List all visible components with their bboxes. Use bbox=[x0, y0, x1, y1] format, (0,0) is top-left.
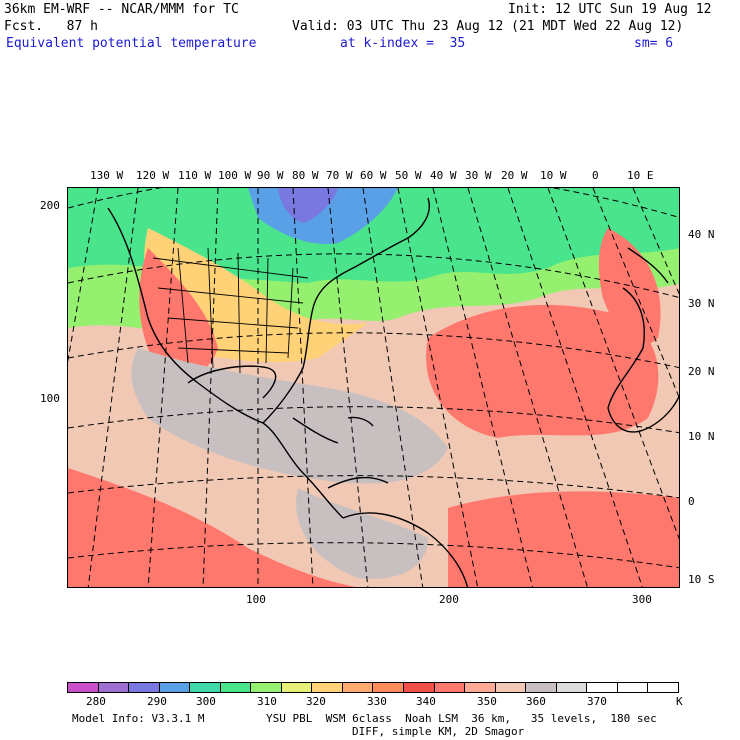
colorbar bbox=[67, 682, 679, 693]
colorbar-label: 300 bbox=[196, 695, 216, 708]
colorbar-label: 350 bbox=[477, 695, 497, 708]
colorbar-swatch bbox=[220, 683, 252, 692]
smoothing-info: sm= 6 bbox=[634, 36, 674, 51]
colorbar-swatch bbox=[251, 683, 282, 692]
colorbar-label: 290 bbox=[147, 695, 167, 708]
lon-label: 100 W bbox=[218, 169, 252, 182]
init-time: Init: 12 UTC Sun 19 Aug 12 bbox=[508, 2, 712, 17]
lon-label: 90 W bbox=[257, 169, 284, 182]
forecast-hour: Fcst. 87 h bbox=[4, 19, 98, 34]
lon-label: 30 W bbox=[465, 169, 492, 182]
state-borders bbox=[152, 247, 309, 374]
physics-info: YSU PBL WSM 6class Noah LSM 36 km, 35 le… bbox=[266, 712, 657, 725]
field-warm-south bbox=[448, 491, 679, 587]
colorbar-swatch bbox=[495, 683, 527, 692]
grid-label-bottom: 300 bbox=[632, 593, 652, 606]
colorbar-swatch bbox=[648, 683, 678, 692]
colorbar-label: 370 bbox=[587, 695, 607, 708]
model-title: 36km EM-WRF -- NCAR/MMM for TC bbox=[4, 2, 239, 17]
diffusion-info: DIFF, simple KM, 2D Smagor bbox=[352, 725, 525, 738]
colorbar-swatch bbox=[190, 683, 221, 692]
colorbar-label: 310 bbox=[257, 695, 277, 708]
field-warm-iberia bbox=[598, 228, 661, 345]
lon-label: 70 W bbox=[326, 169, 353, 182]
valid-time: Valid: 03 UTC Thu 23 Aug 12 (21 MDT Wed … bbox=[292, 19, 684, 34]
colorbar-swatch bbox=[312, 683, 343, 692]
lon-label: 10 W bbox=[540, 169, 567, 182]
colorbar-swatch bbox=[281, 683, 313, 692]
lon-label: 10 E bbox=[627, 169, 654, 182]
grid-label-bottom: 200 bbox=[439, 593, 459, 606]
model-info: Model Info: V3.3.1 M bbox=[72, 712, 205, 725]
theta-e-map bbox=[67, 187, 680, 588]
colorbar-swatch bbox=[68, 683, 99, 692]
field-warm-west bbox=[139, 248, 218, 379]
colorbar-label: 360 bbox=[526, 695, 546, 708]
level-info: at k-index = 35 bbox=[340, 36, 466, 51]
lat-label: 30 N bbox=[688, 297, 715, 310]
lat-label: 10 S bbox=[688, 573, 715, 586]
lat-label: 40 N bbox=[688, 228, 715, 241]
colorbar-swatch bbox=[98, 683, 130, 692]
field-warm-atlantic bbox=[426, 304, 659, 438]
field-cold-core bbox=[278, 188, 338, 223]
graticule bbox=[68, 188, 679, 587]
colorbar-label: 280 bbox=[86, 695, 106, 708]
lon-label: 60 W bbox=[360, 169, 387, 182]
colorbar-label: 340 bbox=[416, 695, 436, 708]
lat-label: 20 N bbox=[688, 365, 715, 378]
colorbar-swatch bbox=[404, 683, 435, 692]
colorbar-swatch bbox=[434, 683, 466, 692]
lon-label: 110 W bbox=[178, 169, 212, 182]
grid-label-left: 200 bbox=[40, 199, 60, 212]
lon-label: 80 W bbox=[292, 169, 319, 182]
colorbar-label: 330 bbox=[367, 695, 387, 708]
lon-label: 130 W bbox=[90, 169, 124, 182]
colorbar-swatch bbox=[526, 683, 557, 692]
colorbar-swatch bbox=[587, 683, 618, 692]
field-warm-pacific bbox=[68, 468, 357, 587]
colorbar-swatch bbox=[465, 683, 496, 692]
map-svg bbox=[68, 188, 679, 587]
colorbar-swatch bbox=[342, 683, 374, 692]
colorbar-swatch bbox=[373, 683, 405, 692]
lat-label: 10 N bbox=[688, 430, 715, 443]
lon-label: 120 W bbox=[136, 169, 170, 182]
colorbar-unit: K bbox=[676, 695, 683, 708]
colorbar-swatch bbox=[129, 683, 160, 692]
coastlines bbox=[107, 197, 679, 587]
lat-label: 0 bbox=[688, 495, 695, 508]
lon-label: 40 W bbox=[430, 169, 457, 182]
grid-label-left: 100 bbox=[40, 392, 60, 405]
colorbar-swatch bbox=[159, 683, 191, 692]
colorbar-swatch bbox=[617, 683, 649, 692]
field-moist-amazon bbox=[296, 488, 428, 579]
grid-label-bottom: 100 bbox=[246, 593, 266, 606]
field-name: Equivalent potential temperature bbox=[6, 36, 257, 51]
lon-label: 50 W bbox=[395, 169, 422, 182]
colorbar-label: 320 bbox=[306, 695, 326, 708]
lon-label: 20 W bbox=[501, 169, 528, 182]
lon-label: 0 bbox=[592, 169, 599, 182]
colorbar-swatch bbox=[556, 683, 588, 692]
